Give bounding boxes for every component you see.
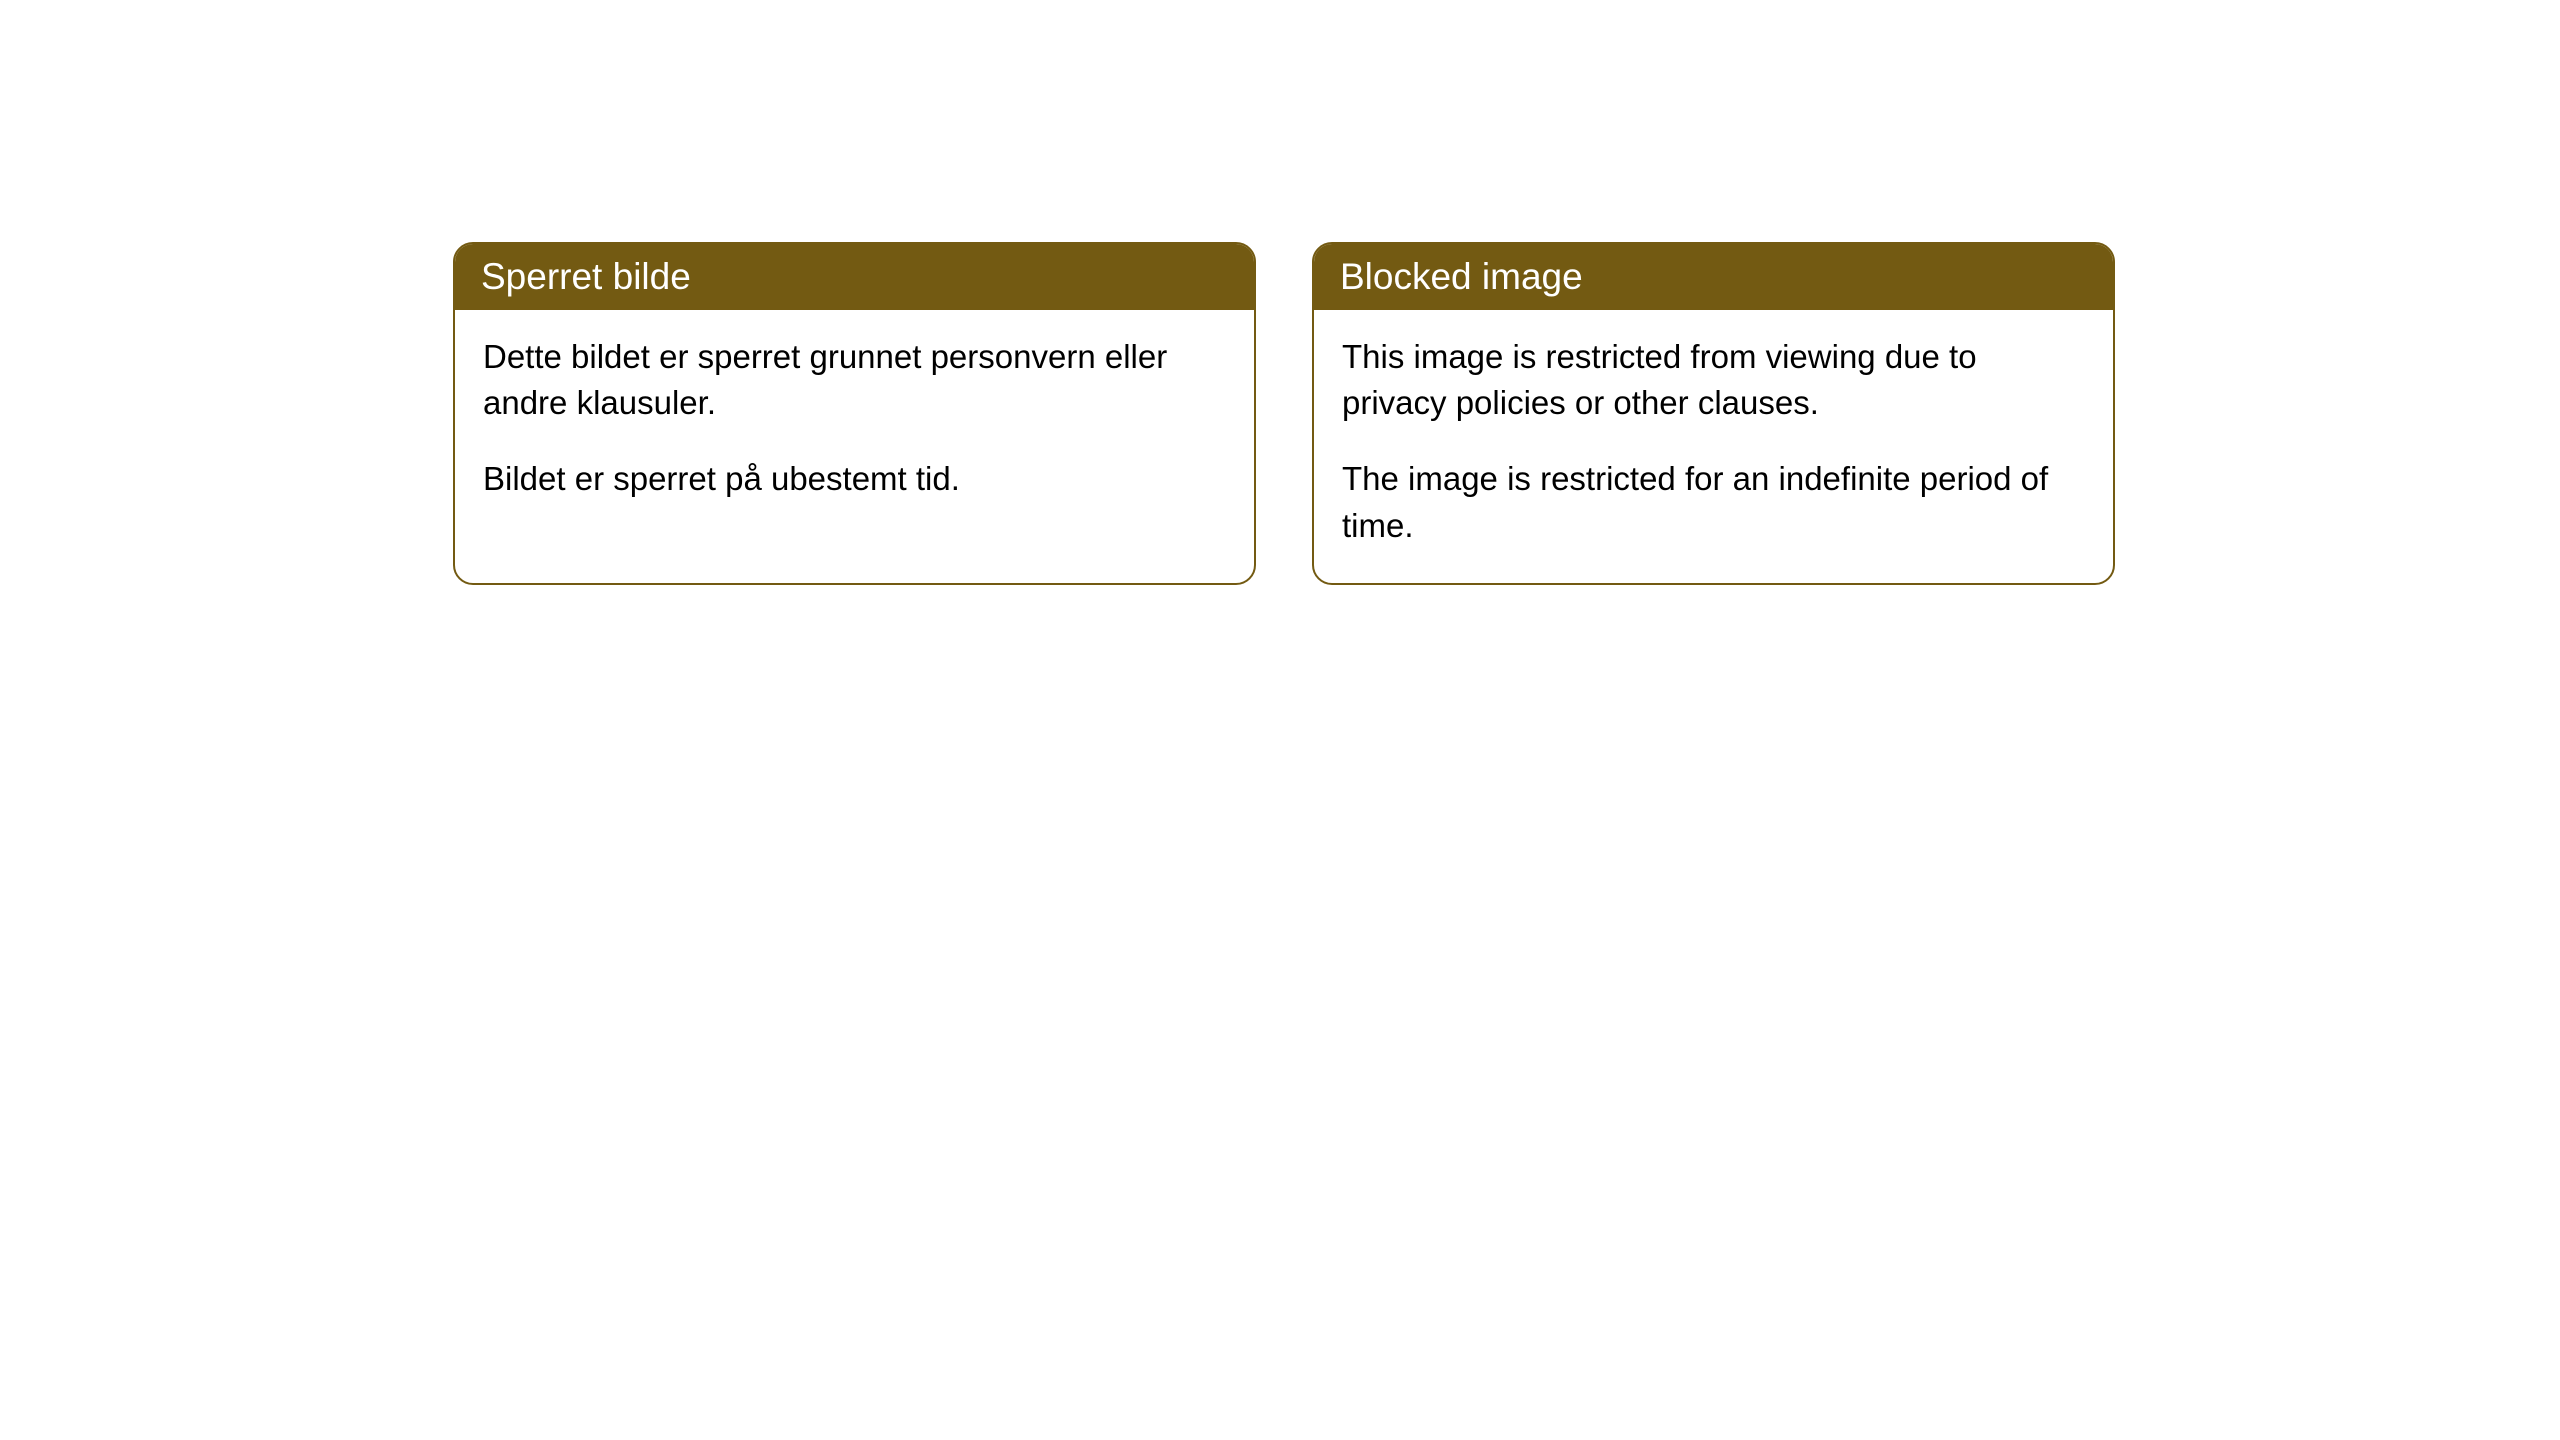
card-paragraph: Dette bildet er sperret grunnet personve… — [483, 334, 1226, 426]
notice-card-english: Blocked image This image is restricted f… — [1312, 242, 2115, 585]
notice-card-norwegian: Sperret bilde Dette bildet er sperret gr… — [453, 242, 1256, 585]
card-header: Blocked image — [1314, 244, 2113, 310]
card-paragraph: Bildet er sperret på ubestemt tid. — [483, 456, 1226, 502]
card-title: Sperret bilde — [481, 256, 691, 297]
card-body: Dette bildet er sperret grunnet personve… — [455, 310, 1254, 537]
notice-cards-container: Sperret bilde Dette bildet er sperret gr… — [453, 242, 2115, 585]
card-paragraph: This image is restricted from viewing du… — [1342, 334, 2085, 426]
card-body: This image is restricted from viewing du… — [1314, 310, 2113, 583]
card-paragraph: The image is restricted for an indefinit… — [1342, 456, 2085, 548]
card-title: Blocked image — [1340, 256, 1583, 297]
card-header: Sperret bilde — [455, 244, 1254, 310]
